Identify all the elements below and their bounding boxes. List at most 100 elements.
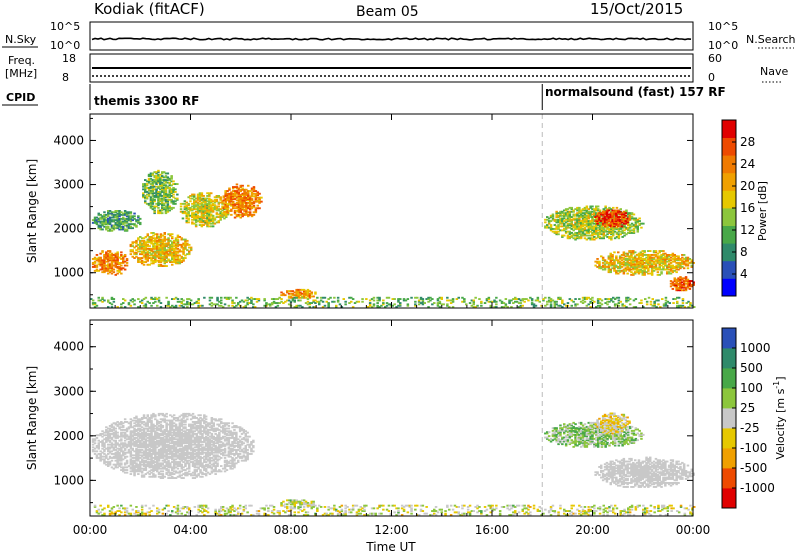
- data-cell: [170, 200, 173, 203]
- data-cell: [146, 437, 149, 439]
- data-cell: [144, 422, 148, 425]
- data-cell: [634, 218, 638, 221]
- data-cell: [161, 188, 164, 191]
- data-cell: [125, 215, 129, 218]
- data-cell: [301, 292, 304, 295]
- data-cell: [137, 438, 140, 441]
- data-cell: [632, 256, 635, 259]
- data-cell: [561, 306, 564, 308]
- data-cell: [654, 251, 658, 254]
- data-cell: [615, 233, 619, 236]
- data-cell: [148, 263, 151, 266]
- data-cell: [112, 298, 116, 300]
- data-cell: [623, 225, 626, 228]
- data-cell: [156, 433, 159, 435]
- data-cell: [553, 304, 557, 307]
- data-cell: [188, 298, 191, 300]
- data-cell: [615, 259, 618, 262]
- data-cell: [446, 304, 449, 307]
- data-cell: [200, 225, 204, 228]
- data-cell: [204, 222, 207, 225]
- data-cell: [164, 180, 168, 183]
- data-cell: [163, 243, 166, 246]
- data-cell: [617, 222, 621, 225]
- data-cell: [291, 294, 295, 297]
- data-cell: [682, 267, 686, 270]
- data-cell: [166, 201, 170, 204]
- data-cell: [139, 446, 142, 449]
- data-cell: [617, 228, 621, 230]
- data-cell: [129, 425, 133, 427]
- data-cell: [239, 204, 242, 207]
- data-cell: [581, 209, 585, 212]
- data-cell: [193, 217, 196, 220]
- data-cell: [549, 226, 553, 229]
- data-cell: [148, 473, 151, 475]
- data-cell: [627, 232, 630, 234]
- data-cell: [278, 296, 281, 299]
- data-cell: [142, 417, 146, 419]
- data-cell: [632, 273, 635, 276]
- data-cell: [129, 418, 133, 421]
- data-cell: [142, 463, 146, 466]
- data-cell: [145, 183, 149, 185]
- data-cell: [217, 202, 220, 205]
- data-cell: [376, 304, 379, 307]
- data-cell: [107, 221, 110, 224]
- data-cell: [572, 234, 575, 237]
- data-cell: [252, 200, 256, 203]
- data-cell: [660, 260, 663, 263]
- data-cell: [295, 304, 298, 307]
- data-cell: [208, 193, 211, 196]
- data-cell: [161, 477, 165, 479]
- data-cell: [510, 299, 513, 302]
- data-cell: [656, 268, 660, 271]
- data-cell: [675, 280, 678, 282]
- data-cell: [137, 258, 140, 261]
- data-cell: [241, 192, 244, 195]
- data-cell: [632, 262, 635, 264]
- data-cell: [184, 246, 187, 249]
- data-cell: [615, 213, 618, 216]
- data-cell: [165, 249, 168, 252]
- data-cell: [617, 259, 620, 262]
- data-cell: [147, 180, 151, 183]
- data-cell: [211, 225, 215, 228]
- data-cell: [204, 201, 207, 204]
- data-cell: [140, 259, 144, 262]
- data-cell: [191, 195, 194, 197]
- data-cell: [563, 217, 566, 220]
- data-cell: [578, 230, 581, 233]
- data-cell: [95, 223, 99, 226]
- data-cell: [159, 183, 162, 185]
- data-cell: [108, 461, 112, 463]
- data-cell: [122, 450, 125, 453]
- data-cell: [576, 303, 579, 306]
- data-cell: [566, 224, 570, 226]
- data-cell: [583, 229, 587, 232]
- data-cell: [139, 429, 142, 431]
- data-cell: [570, 225, 573, 228]
- data-cell: [649, 272, 652, 275]
- data-cell: [189, 299, 193, 302]
- data-cell: [585, 205, 589, 208]
- data-cell: [159, 238, 163, 241]
- data-cell: [625, 228, 628, 230]
- data-cell: [622, 222, 626, 225]
- data-cell: [243, 190, 246, 192]
- data-cell: [154, 298, 157, 300]
- data-cell: [146, 253, 149, 256]
- data-cell: [163, 445, 166, 447]
- data-cell: [147, 192, 151, 195]
- data-cell: [144, 253, 148, 256]
- data-cell: [635, 268, 639, 271]
- data-cell: [171, 243, 174, 246]
- data-cell: [591, 228, 594, 230]
- data-cell: [223, 210, 226, 213]
- data-cell: [561, 299, 564, 302]
- data-cell: [194, 221, 198, 224]
- data-cell: [193, 205, 196, 208]
- data-cell: [237, 303, 240, 306]
- data-cell: [137, 453, 140, 455]
- data-cell: [120, 463, 123, 466]
